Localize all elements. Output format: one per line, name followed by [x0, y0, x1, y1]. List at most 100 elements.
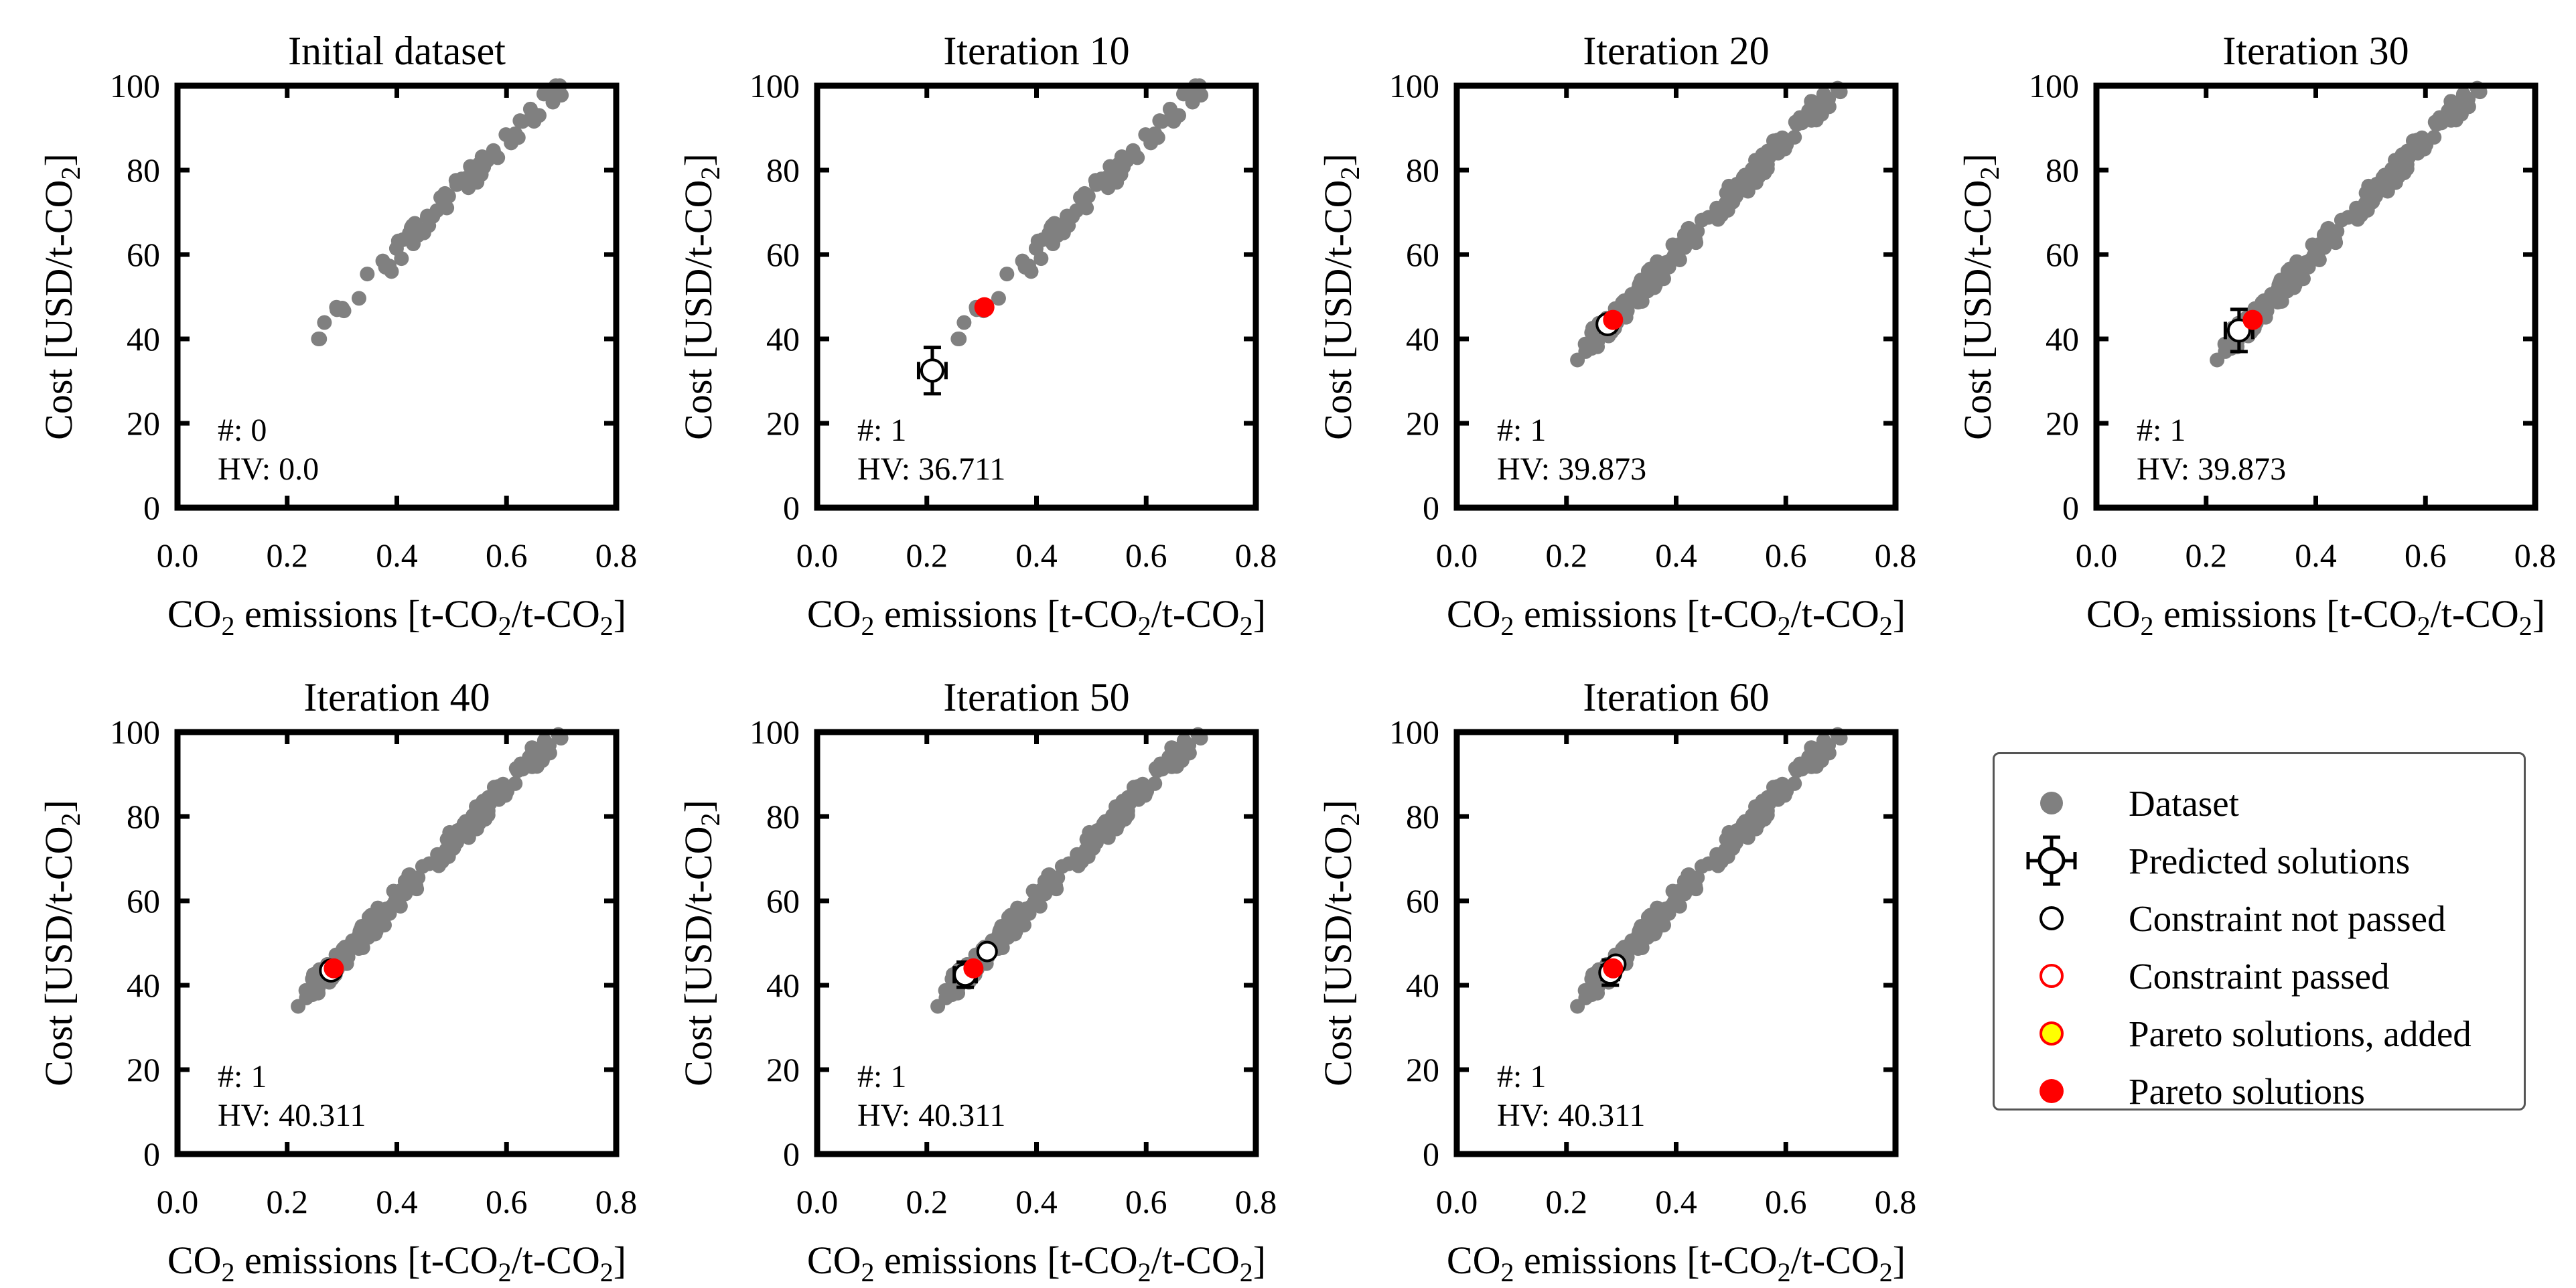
dataset-point [431, 858, 447, 873]
y-axis-label: Cost [USD/t-CO2] [1316, 153, 1365, 440]
x-axis-label-part: ] [1253, 592, 1266, 636]
dataset-point [1033, 251, 1049, 267]
count-annotation: #: 1 [1497, 1059, 1546, 1094]
dataset-point [1027, 894, 1042, 910]
x-axis-label-subscript: 2 [1778, 1257, 1791, 1287]
dataset-point [530, 108, 545, 123]
x-axis-label-subscript: 2 [1879, 1257, 1893, 1287]
dataset-point [1048, 872, 1063, 887]
x-tick-label: 0.4 [1015, 1183, 1058, 1220]
dataset-point [491, 779, 506, 794]
x-axis-label-part: CO [1447, 1238, 1501, 1282]
y-tick-label: 100 [1389, 67, 1439, 104]
yellow-circle-red-edge-icon [2040, 1021, 2064, 1046]
dataset-point [536, 86, 551, 102]
x-tick-label: 0.2 [1546, 536, 1588, 574]
x-axis-label-part: emissions [t-CO [2154, 592, 2417, 636]
x-axis-label-part: CO [1447, 592, 1501, 636]
y-axis-label: Cost [USD/t-CO2] [1316, 800, 1365, 1086]
pareto-point [1603, 309, 1624, 330]
dataset-point [433, 190, 449, 205]
dataset-point [411, 228, 426, 243]
x-axis-label-subscript: 2 [2519, 611, 2532, 641]
x-tick-label: 0.4 [1015, 536, 1058, 574]
x-axis-label-subscript: 2 [1501, 611, 1514, 641]
y-tick-label: 40 [766, 320, 800, 358]
dataset-point [1694, 212, 1709, 228]
dataset-point [1792, 756, 1808, 772]
x-tick-label: 0.0 [796, 1183, 839, 1220]
x-axis-label: CO2 emissions [t-CO2/t-CO2] [167, 1238, 626, 1287]
dataset-point [2269, 284, 2285, 299]
dataset-point [1630, 930, 1645, 946]
x-axis-label: CO2 emissions [t-CO2/t-CO2] [807, 592, 1266, 641]
y-tick-label: 100 [110, 67, 160, 104]
red-open-circle-icon [2040, 964, 2064, 988]
dataset-point [1630, 284, 1645, 299]
y-axis-label-part: Cost [USD/t-CO [1956, 180, 1999, 440]
y-tick-label: 100 [749, 713, 800, 751]
x-axis-label-part: emissions [t-CO [235, 592, 498, 636]
gray-filled-circle-icon [2040, 792, 2063, 814]
pareto-point [2242, 309, 2263, 330]
x-axis-label-part: /t-CO [1791, 592, 1879, 636]
x-tick-label: 0.6 [1765, 536, 1807, 574]
x-axis-label-part: CO [167, 1238, 222, 1282]
x-tick-label: 0.2 [2186, 536, 2228, 574]
x-axis-label-part: ] [1893, 1238, 1906, 1282]
y-tick-label: 80 [1406, 798, 1439, 835]
dataset-point [2287, 274, 2303, 289]
dataset-point [1125, 143, 1141, 158]
x-tick-label: 0.8 [595, 536, 638, 574]
count-annotation: #: 1 [218, 1059, 267, 1094]
dataset-point [1666, 248, 1682, 263]
dataset-point [1578, 344, 1593, 359]
y-tick-label: 20 [127, 405, 160, 442]
legend: Dataset Predicted solutions Constraint n… [1993, 752, 2526, 1111]
y-axis-label-subscript: 2 [56, 813, 86, 827]
hv-annotation: HV: 0.0 [218, 451, 319, 487]
x-axis-label-part: emissions [t-CO [875, 1238, 1138, 1282]
chart-panel: Iteration 40 0.0 0.2 0.4 0.6 0.8 0 20 40 60 80 100 #… [37, 675, 637, 1287]
dataset-point [508, 776, 523, 791]
pareto-point [963, 958, 984, 979]
dataset-point [1108, 164, 1124, 180]
dataset-point [2350, 212, 2366, 227]
dataset-point [1050, 228, 1066, 243]
y-tick-label: 40 [766, 967, 800, 1004]
legend-item-dataset: Dataset [1995, 774, 2524, 832]
dataset-point [2327, 226, 2342, 241]
legend-item-pareto: Pareto solutions [1995, 1062, 2524, 1120]
chart-title: Iteration 20 [1583, 29, 1769, 73]
count-annotation: #: 1 [2137, 413, 2186, 448]
x-axis-label-part: ] [1253, 1238, 1266, 1282]
y-tick-label: 0 [1423, 489, 1439, 526]
dataset-point [1008, 920, 1023, 936]
dataset-point [1640, 263, 1656, 279]
x-tick-label: 0.4 [376, 1183, 418, 1220]
y-axis-label: Cost [USD/t-CO2] [1956, 153, 2005, 440]
y-axis-label: Cost [USD/t-CO2] [676, 153, 725, 440]
dataset-point [1073, 190, 1088, 205]
dataset-point [1147, 776, 1163, 791]
x-axis-label-part: /t-CO [2431, 592, 2519, 636]
y-tick-label: 80 [2046, 151, 2079, 189]
dataset-point [360, 267, 375, 282]
pareto-point [1603, 958, 1624, 979]
y-tick-label: 80 [766, 798, 800, 835]
dataset-point [1054, 859, 1070, 874]
dataset-point [1578, 990, 1593, 1005]
dataset-point [1648, 920, 1663, 936]
dataset-point [469, 164, 484, 180]
x-tick-label: 0.0 [796, 536, 839, 574]
dataset-point [1687, 226, 1703, 241]
x-axis-label-subscript: 2 [498, 611, 512, 641]
dataset-point [390, 233, 406, 248]
x-axis-label-part: emissions [t-CO [235, 1238, 498, 1282]
legend-item-constraint-not-passed: Constraint not passed [1995, 889, 2524, 947]
predicted-point [920, 358, 944, 383]
y-axis-label-part: Cost [USD/t-CO [37, 827, 80, 1086]
pareto-point [324, 958, 344, 979]
y-tick-label: 40 [1406, 320, 1439, 358]
x-tick-label: 0.6 [486, 536, 528, 574]
